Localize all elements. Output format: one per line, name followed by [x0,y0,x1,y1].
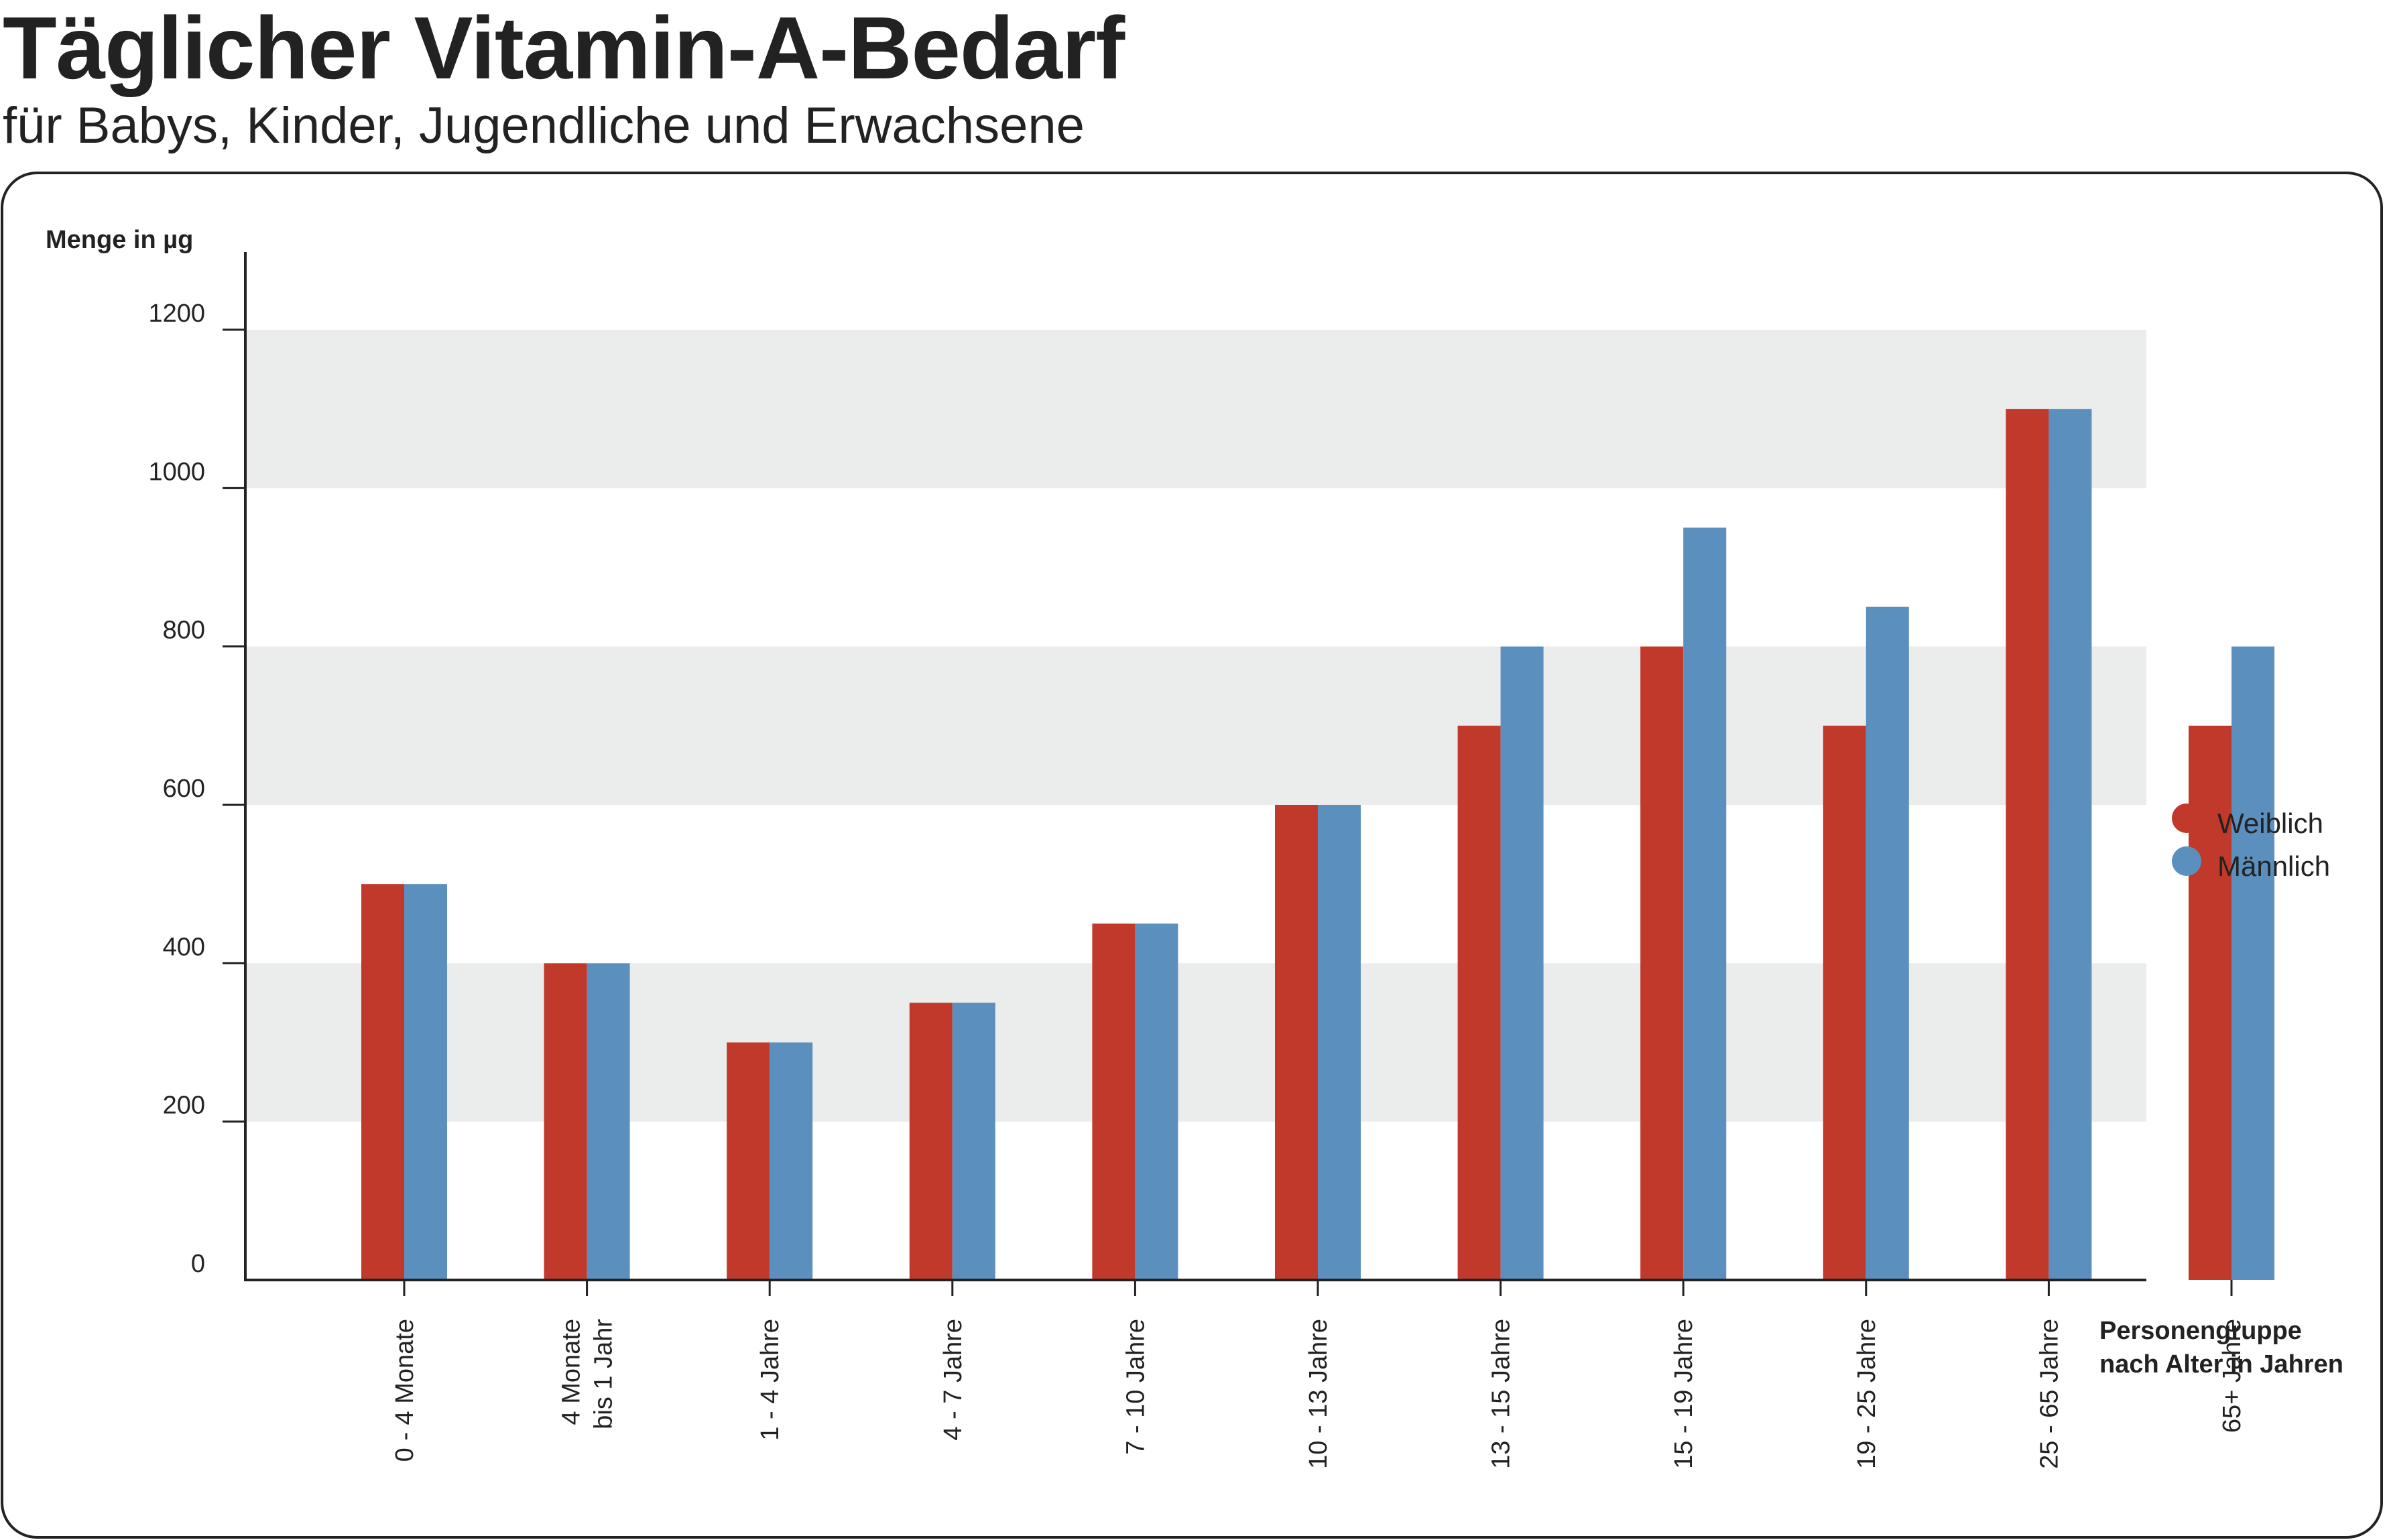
x-tick-label: 25 - 65 Jahre [2035,1319,2063,1469]
x-tick-label: 15 - 19 Jahre [1670,1319,1698,1469]
bar-maennlich [404,884,447,1280]
bar-maennlich [587,963,630,1280]
bar-weiblich [2006,409,2049,1280]
x-axis-label-line-1: Personengruppe [2099,1317,2302,1345]
chart-frame [1,172,2383,1539]
x-tick-label-line: 15 - 19 Jahre [1670,1319,1698,1469]
x-tick-label: 4 Monate bis 1 Jahr [558,1319,618,1429]
x-ticks: 0 - 4 Monate 4 Monate bis 1 Jahr 1 - 4 Jahr… [391,1280,2246,1469]
bar-weiblich [1640,646,1684,1280]
axes [244,252,2146,1281]
legend-label: Weiblich [2217,808,2323,839]
chart-title: Täglicher Vitamin-A-Bedarf [3,0,1125,97]
y-tick-label: 400 [163,933,205,961]
x-tick-label: 13 - 15 Jahre [1487,1319,1516,1469]
x-tick-label: 1 - 4 Jahre [756,1319,784,1441]
bar-weiblich [909,1003,953,1280]
y-ticks: 0 200 400 600 800 1000 1200 [148,300,245,1278]
x-tick-label-line: 19 - 25 Jahre [1853,1319,1881,1469]
legend-swatch [2172,846,2201,876]
bars [361,409,2274,1280]
x-tick-label: 0 - 4 Monate [391,1319,419,1462]
bar-maennlich [1683,527,1727,1280]
bar-maennlich [2231,646,2274,1280]
x-tick-label-line: 4 - 7 Jahre [939,1319,967,1441]
bar-maennlich [1500,646,1544,1280]
x-tick-label-line: 13 - 15 Jahre [1487,1319,1516,1469]
x-tick-label-line: bis 1 Jahr [590,1319,618,1429]
y-tick-label: 200 [163,1092,205,1120]
bar-maennlich [1135,923,1178,1280]
bar-maennlich [770,1042,813,1280]
bar-weiblich [1092,923,1136,1280]
bar-maennlich [2048,409,2092,1280]
x-axis-label-line-2: nach Alter in Jahren [2099,1350,2343,1378]
bar-maennlich [1866,606,1909,1280]
bar-weiblich [544,963,587,1280]
x-tick-label: 10 - 13 Jahre [1304,1319,1333,1469]
x-tick-label-line: 10 - 13 Jahre [1304,1319,1333,1469]
x-tick-label-line: 7 - 10 Jahre [1121,1319,1150,1455]
y-tick-label: 0 [191,1250,205,1278]
chart-subtitle: für Babys, Kinder, Jugendliche und Erwac… [3,97,1085,154]
x-tick-label-line: 1 - 4 Jahre [756,1319,784,1441]
x-axis-label: Personengruppe nach Alter in Jahren [2099,1317,2343,1378]
x-tick-label-line: 4 Monate [558,1319,586,1425]
bar-maennlich [1318,805,1361,1280]
y-axis-label: Menge in µg [46,226,193,254]
bar-weiblich [727,1042,770,1280]
legend: Weiblich Männlich [2172,804,2330,882]
legend-swatch [2172,804,2201,833]
x-tick-label: 19 - 25 Jahre [1853,1319,1881,1469]
bar-weiblich [1457,725,1501,1280]
x-tick-label: 65+ Jahre [2218,1319,2246,1433]
bar-weiblich [361,884,404,1280]
y-tick-label: 800 [163,617,205,645]
bar-weiblich [1823,725,1866,1280]
x-tick-label: 4 - 7 Jahre [939,1319,967,1441]
x-tick-label: 7 - 10 Jahre [1121,1319,1150,1455]
x-tick-label-line: 25 - 65 Jahre [2035,1319,2063,1469]
grid-band [245,330,2146,489]
x-tick-label-line: 0 - 4 Monate [391,1319,419,1462]
y-tick-label: 1000 [148,458,205,486]
bar-weiblich [1275,805,1318,1280]
bar-maennlich [952,1003,995,1280]
y-tick-label: 1200 [148,300,205,328]
x-tick-label-line: 65+ Jahre [2218,1319,2246,1433]
y-tick-label: 600 [163,775,205,803]
legend-label: Männlich [2217,850,2330,882]
